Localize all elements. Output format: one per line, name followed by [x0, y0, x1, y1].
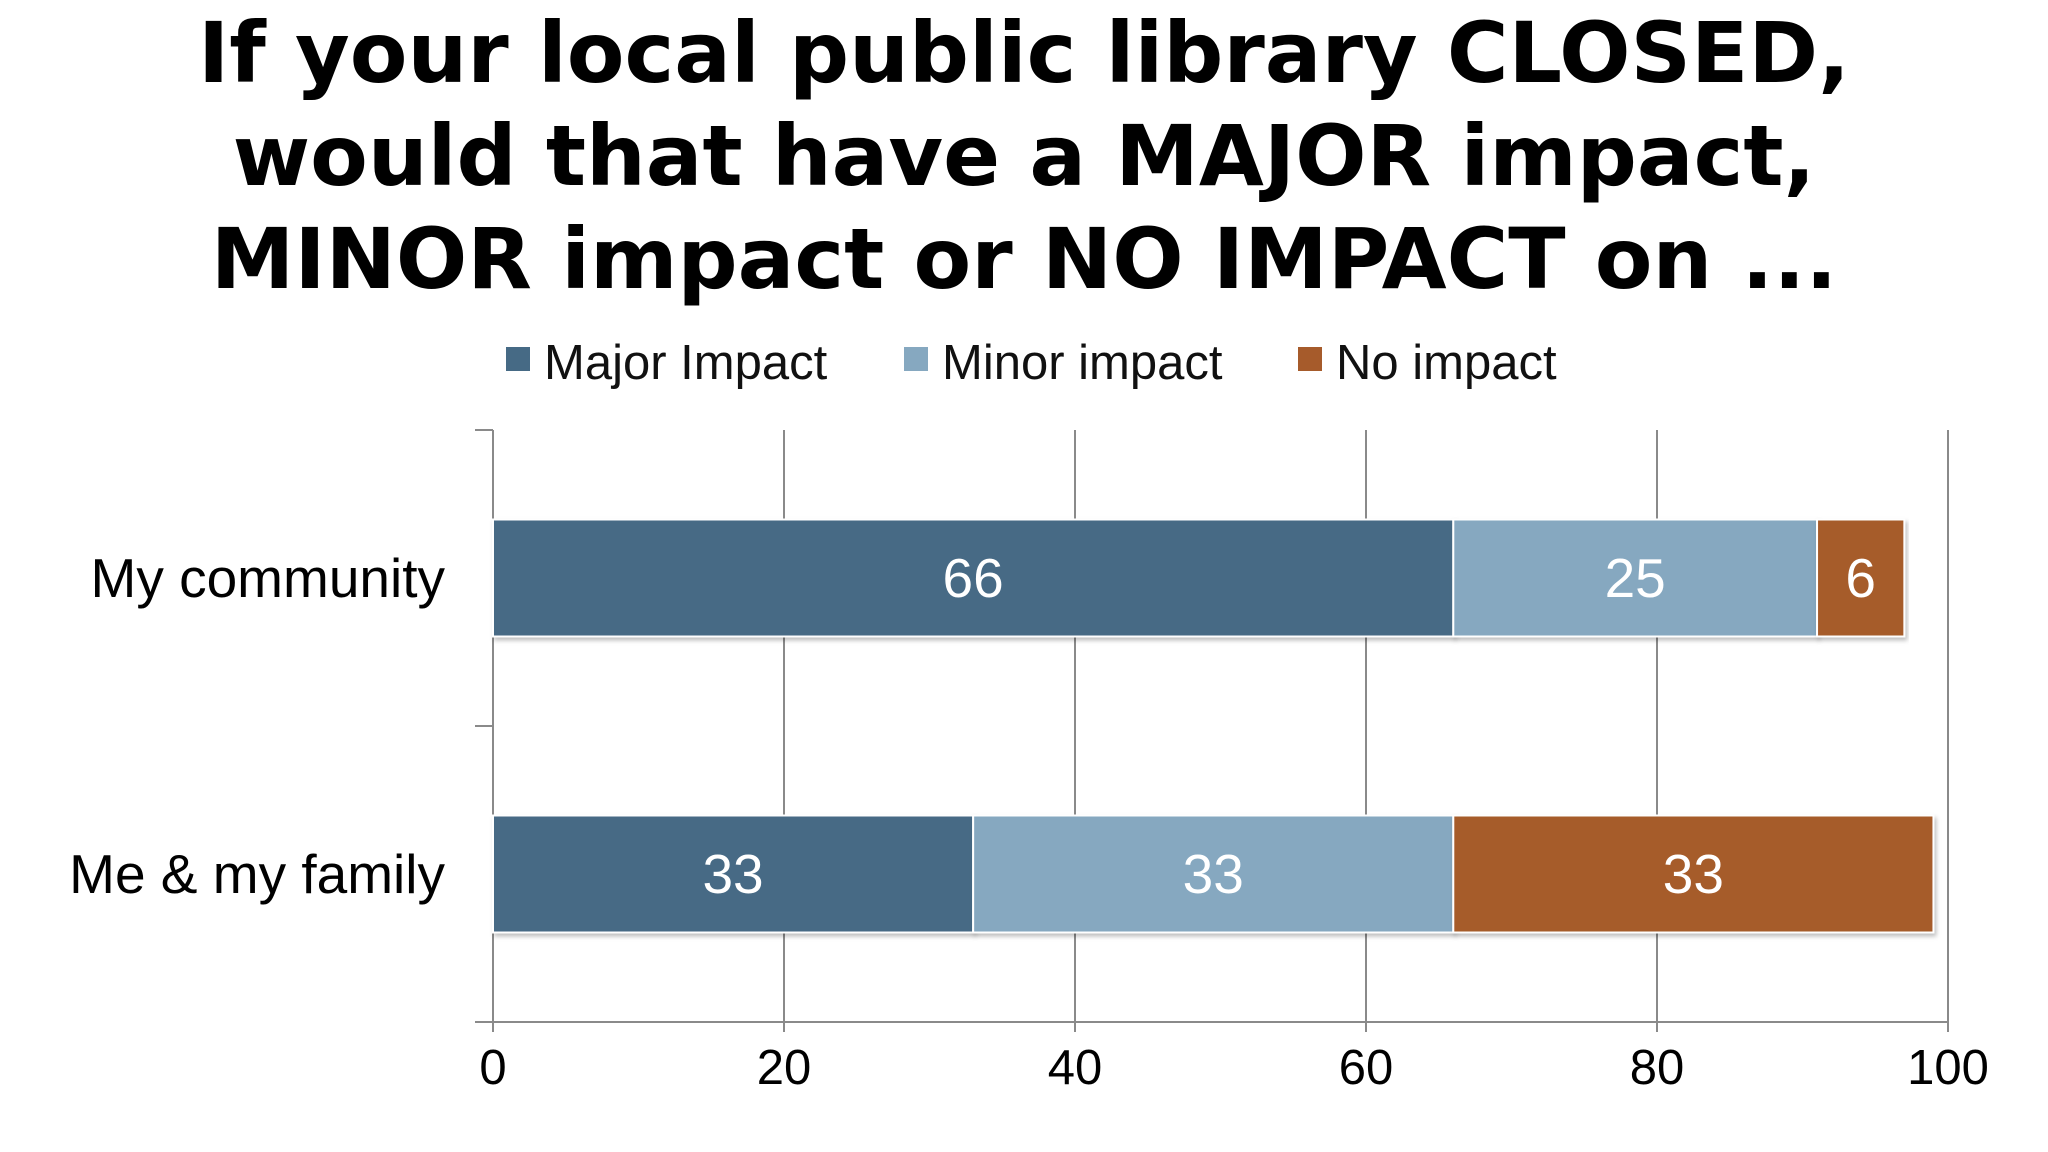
- x-tick-label: 100: [1907, 1041, 1989, 1095]
- title-line-3: MINOR impact or NO IMPACT on ...: [210, 210, 1838, 308]
- labels: 66 25 6 My community 33 33 33 Me & my family: [69, 547, 1876, 905]
- bar-no-impact-0: [1816, 518, 1906, 638]
- bar-major-impact-1: [492, 814, 975, 934]
- title-line-2: would that have a MAJOR impact,: [232, 107, 1816, 205]
- data-label: 33: [1663, 843, 1724, 905]
- legend-label: No impact: [1336, 336, 1557, 390]
- category-label: My community: [91, 547, 446, 609]
- bar-major-impact-0: [492, 518, 1455, 638]
- bar-minor-impact-1: [972, 814, 1455, 934]
- category-label: Me & my family: [69, 843, 445, 905]
- legend-swatch: [904, 347, 928, 371]
- data-label: 25: [1605, 547, 1666, 609]
- data-label: 33: [1183, 843, 1244, 905]
- title-line-1: If your local public library CLOSED,: [197, 4, 1851, 102]
- data-label: 6: [1845, 547, 1876, 609]
- legend: Major Impact Minor impact No impact: [506, 336, 1557, 390]
- legend-swatch: [506, 347, 530, 371]
- legend-label: Major Impact: [544, 336, 828, 390]
- x-tick-label: 20: [757, 1041, 812, 1095]
- x-tick-label: 0: [479, 1041, 506, 1095]
- x-tick-label: 40: [1048, 1041, 1103, 1095]
- data-label: 33: [702, 843, 763, 905]
- bar-minor-impact-0: [1452, 518, 1819, 638]
- bars: [492, 518, 1935, 934]
- chart-title: If your local public library CLOSED, wou…: [0, 2, 2048, 311]
- legend-label: Minor impact: [942, 336, 1223, 390]
- data-label: 66: [943, 547, 1004, 609]
- x-tick-label: 80: [1630, 1041, 1685, 1095]
- bar-no-impact-1: [1452, 814, 1935, 934]
- axes: 0 20 40 60 80 100: [475, 429, 1989, 1095]
- x-tick-label: 60: [1339, 1041, 1394, 1095]
- legend-swatch: [1298, 347, 1322, 371]
